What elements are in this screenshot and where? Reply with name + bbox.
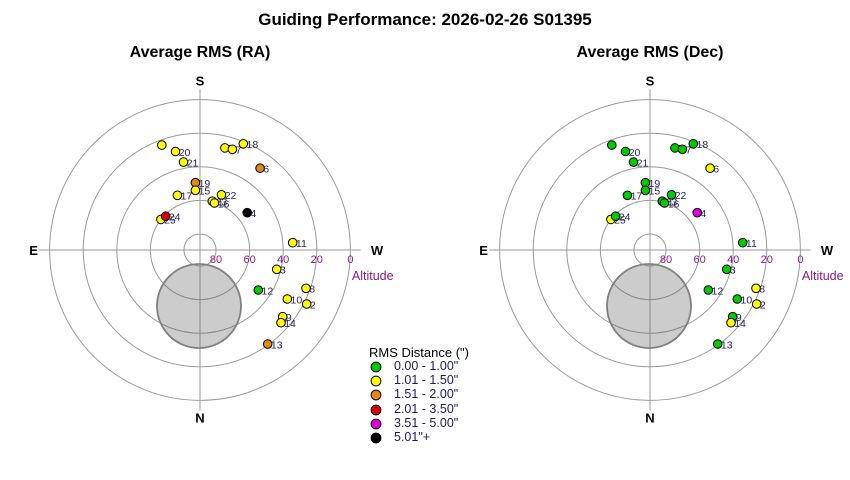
svg-text:20: 20: [761, 254, 773, 266]
svg-text:21: 21: [637, 157, 649, 169]
svg-text:3: 3: [280, 265, 286, 277]
svg-text:10: 10: [291, 294, 303, 306]
svg-text:6: 6: [713, 164, 719, 176]
svg-text:18: 18: [697, 139, 709, 151]
svg-text:17: 17: [181, 191, 193, 203]
svg-text:6: 6: [263, 164, 269, 176]
svg-text:22: 22: [225, 190, 237, 202]
svg-text:2: 2: [760, 299, 766, 311]
svg-text:60: 60: [243, 254, 255, 266]
svg-text:E: E: [479, 243, 488, 258]
svg-text:24: 24: [169, 212, 181, 224]
svg-text:22: 22: [675, 190, 687, 202]
svg-text:80: 80: [210, 254, 222, 266]
svg-text:12: 12: [262, 285, 274, 297]
svg-text:11: 11: [296, 238, 307, 250]
svg-text:S: S: [646, 74, 655, 89]
svg-text:18: 18: [247, 139, 259, 151]
svg-text:2: 2: [310, 299, 316, 311]
svg-text:10: 10: [741, 294, 753, 306]
svg-text:Altitude: Altitude: [352, 269, 394, 283]
svg-text:20: 20: [311, 254, 323, 266]
svg-text:N: N: [645, 410, 654, 425]
svg-text:S: S: [196, 74, 205, 89]
svg-text:14: 14: [734, 318, 746, 330]
svg-text:4: 4: [700, 208, 706, 220]
svg-text:80: 80: [660, 254, 672, 266]
svg-text:11: 11: [746, 238, 757, 250]
svg-text:8: 8: [759, 284, 765, 296]
svg-text:13: 13: [271, 339, 283, 351]
svg-text:3: 3: [730, 265, 736, 277]
svg-text:24: 24: [619, 212, 631, 224]
svg-text:0: 0: [347, 254, 353, 266]
svg-text:0: 0: [797, 254, 803, 266]
svg-text:N: N: [195, 410, 204, 425]
svg-text:21: 21: [187, 157, 199, 169]
svg-text:12: 12: [712, 285, 724, 297]
svg-text:15: 15: [649, 186, 661, 198]
svg-text:4: 4: [250, 208, 256, 220]
svg-text:W: W: [821, 243, 834, 258]
svg-text:13: 13: [721, 339, 733, 351]
svg-text:E: E: [29, 243, 38, 258]
svg-text:15: 15: [199, 186, 211, 198]
svg-text:W: W: [371, 243, 384, 258]
svg-text:8: 8: [309, 284, 315, 296]
svg-text:60: 60: [693, 254, 705, 266]
svg-text:17: 17: [631, 191, 643, 203]
svg-text:14: 14: [284, 318, 296, 330]
svg-text:Altitude: Altitude: [802, 269, 844, 283]
